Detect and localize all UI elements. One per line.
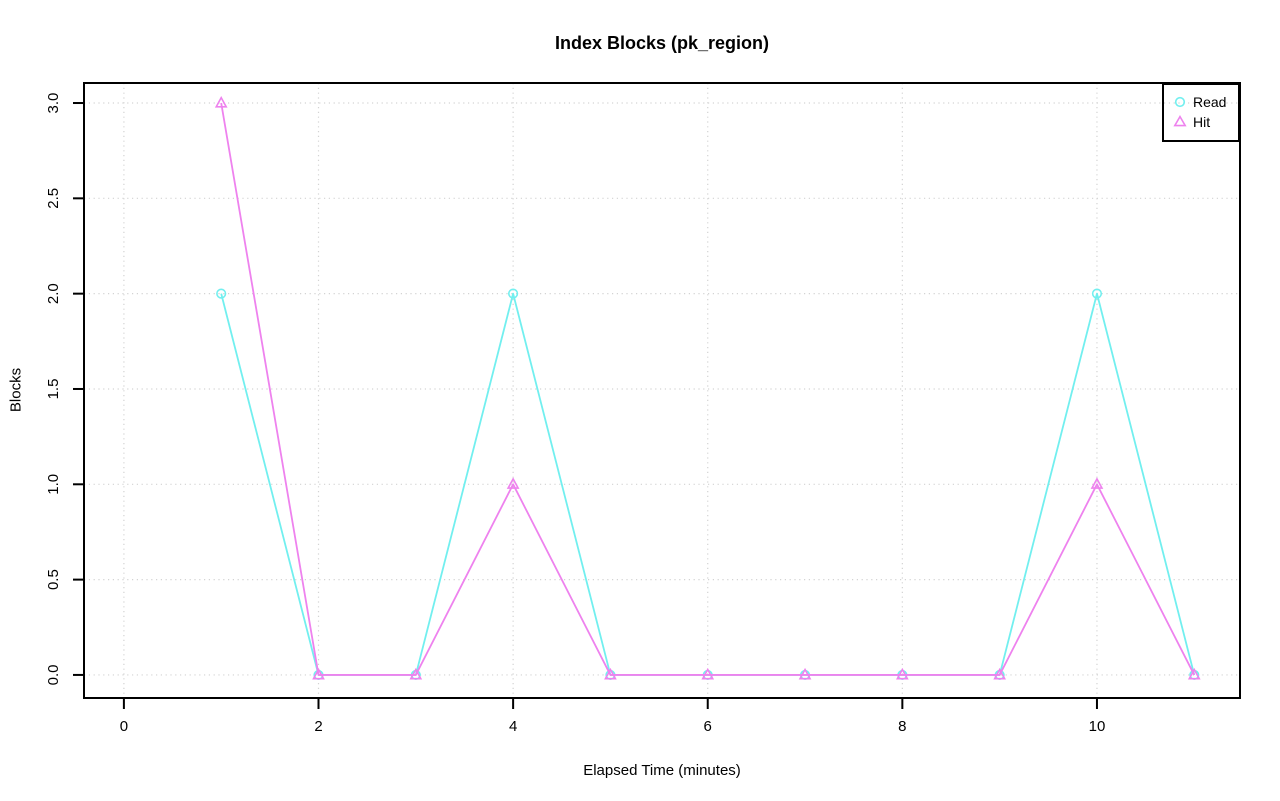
series-hit-marker bbox=[798, 667, 812, 680]
series-hit-marker bbox=[1090, 477, 1104, 489]
series-hit-marker bbox=[701, 667, 715, 680]
y-tick-label: 0.5 bbox=[45, 569, 62, 590]
x-axis-label: Elapsed Time (minutes) bbox=[583, 762, 741, 779]
y-tick-label: 2.0 bbox=[45, 283, 62, 304]
series-hit-marker bbox=[506, 477, 520, 489]
x-tick-label: 2 bbox=[314, 718, 322, 735]
series-hit-marker bbox=[1187, 667, 1201, 680]
x-tick-label: 0 bbox=[120, 718, 128, 735]
series-hit-marker bbox=[312, 667, 325, 680]
legend-label-read: Read bbox=[1193, 94, 1227, 110]
series-hit-marker bbox=[409, 667, 423, 680]
series-read-marker bbox=[1091, 288, 1103, 299]
read-marker-icon bbox=[1174, 96, 1186, 108]
series-hit-marker bbox=[993, 667, 1006, 680]
x-tick-label: 6 bbox=[704, 718, 712, 735]
series-hit-line bbox=[220, 102, 1196, 676]
y-axis-label: Blocks bbox=[7, 367, 25, 413]
y-tick-label: 2.5 bbox=[45, 188, 62, 209]
series-read-marker bbox=[216, 288, 227, 299]
y-tick-label: 0.0 bbox=[45, 665, 62, 686]
series-hit-marker bbox=[604, 667, 617, 680]
series-hit-marker bbox=[214, 95, 228, 108]
y-tick-label: 1.5 bbox=[45, 379, 62, 400]
series-hit-marker bbox=[896, 667, 909, 680]
hit-marker-icon bbox=[1173, 115, 1187, 127]
legend-item-hit: Hit bbox=[1173, 112, 1238, 132]
legend-item-read: Read bbox=[1173, 92, 1238, 112]
legend: Read Hit bbox=[1162, 83, 1240, 142]
y-tick-label: 1.0 bbox=[45, 474, 62, 495]
x-tick-label: 4 bbox=[509, 718, 517, 735]
series-read-line bbox=[220, 292, 1196, 676]
x-tick-label: 10 bbox=[1089, 718, 1106, 735]
y-tick-label: 3.0 bbox=[45, 93, 62, 114]
x-tick-label: 8 bbox=[898, 718, 906, 735]
legend-label-hit: Hit bbox=[1193, 114, 1211, 130]
plot-border bbox=[83, 82, 1241, 699]
chart-title: Index Blocks (pk_region) bbox=[554, 33, 770, 53]
series-read-marker bbox=[508, 288, 519, 299]
